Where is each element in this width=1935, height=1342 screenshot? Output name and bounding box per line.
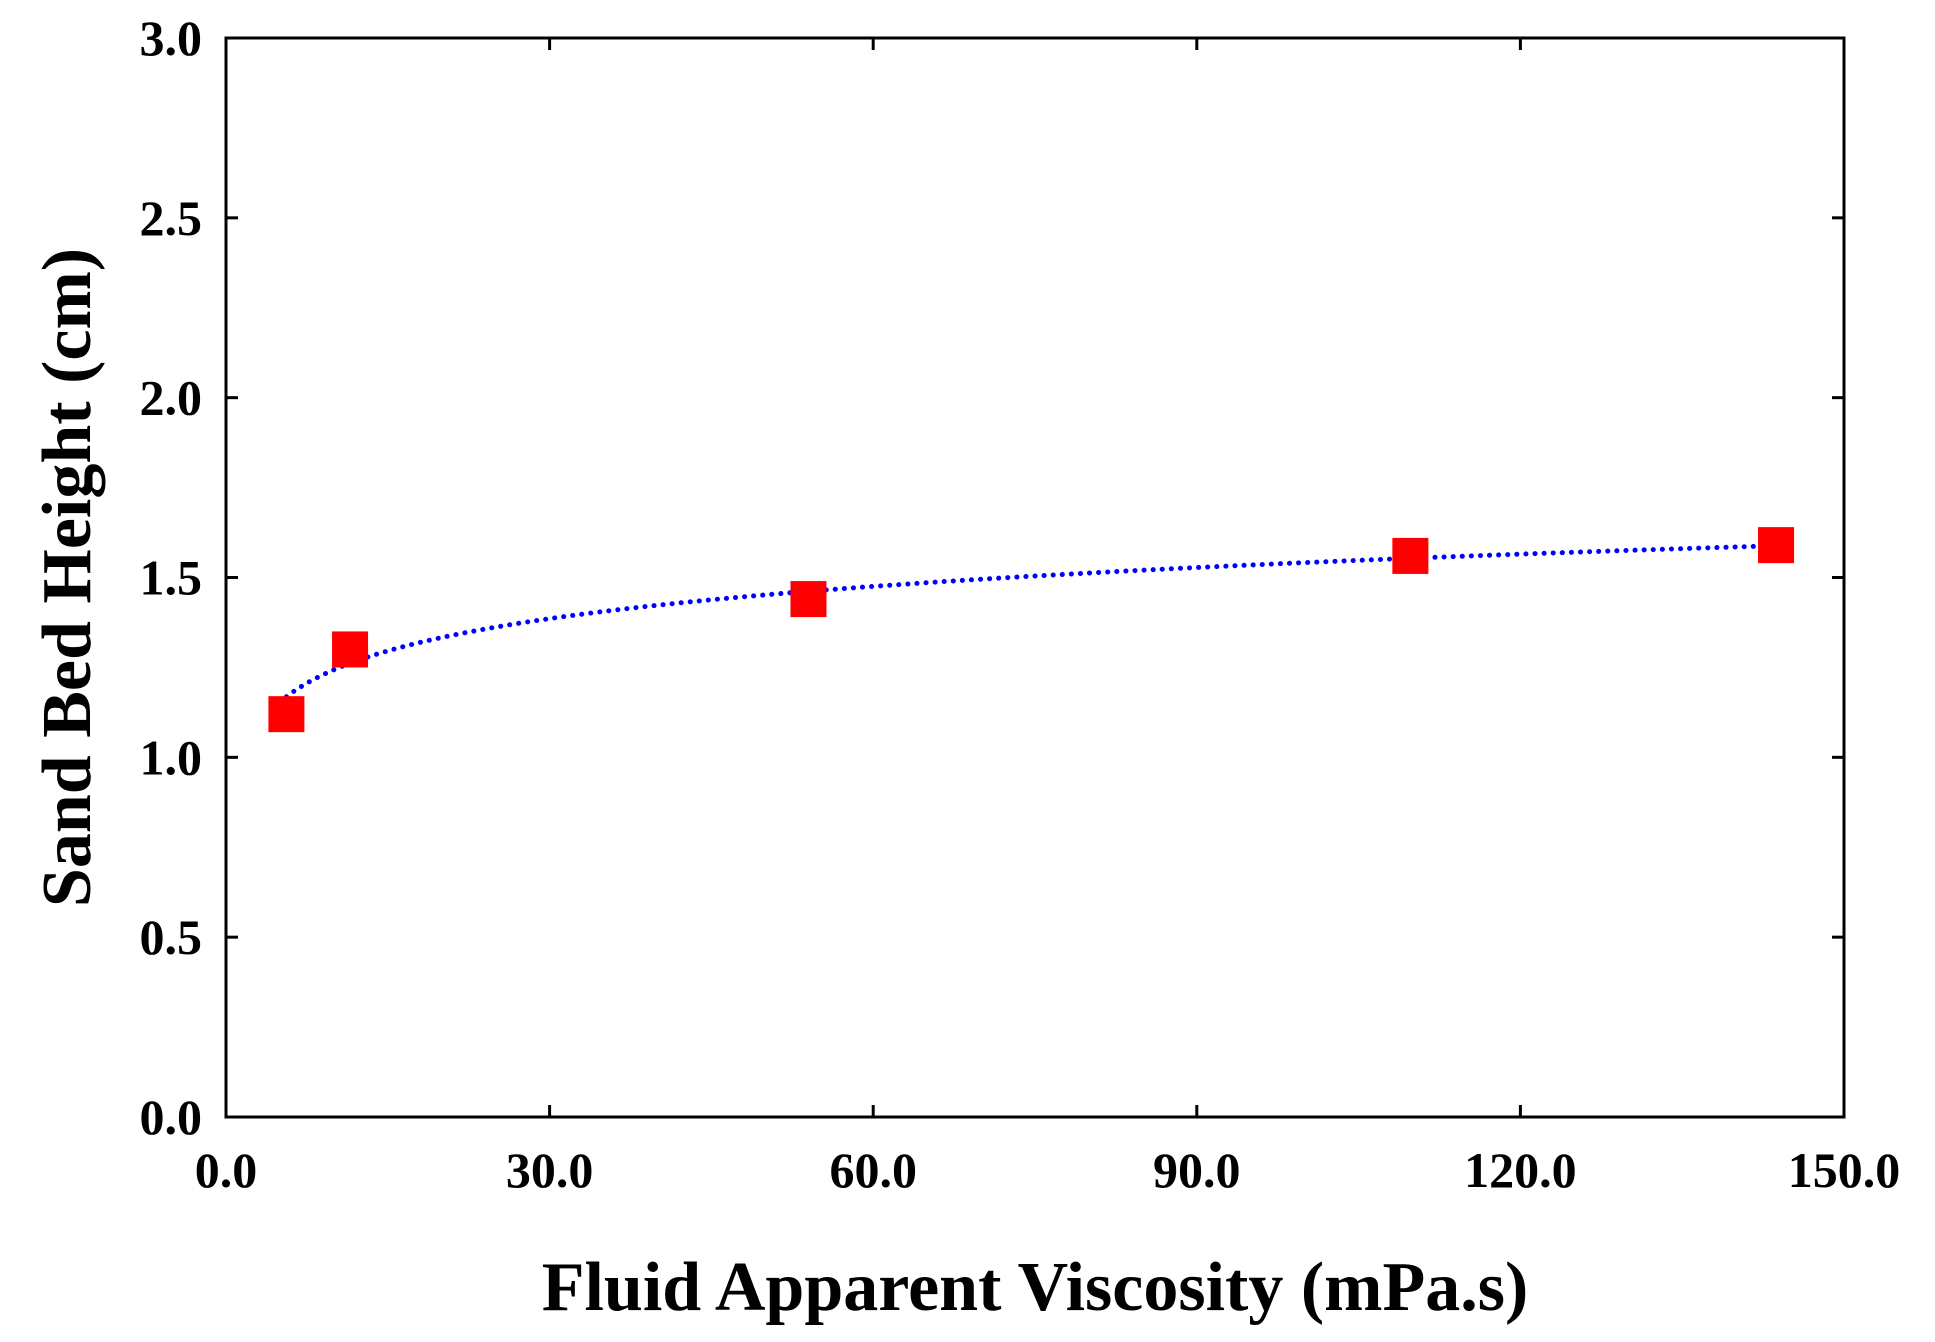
y-axis-title: Sand Bed Height (cm) — [29, 248, 106, 907]
x-tick-label: 30.0 — [506, 1142, 594, 1198]
data-point — [1758, 527, 1795, 564]
data-point — [268, 696, 305, 733]
x-tick-label: 150.0 — [1788, 1142, 1901, 1198]
trendline-layer — [283, 543, 1779, 700]
x-tick-label: 90.0 — [1153, 1142, 1241, 1198]
y-tick-label: 1.5 — [140, 550, 203, 606]
y-tick-label: 1.0 — [140, 729, 203, 785]
y-tick-label: 0.0 — [140, 1089, 203, 1145]
data-point — [1392, 537, 1429, 574]
x-tick-label: 0.0 — [195, 1142, 258, 1198]
y-axis: 0.0 0.5 1.0 1.5 2.0 2.5 3.0 — [140, 10, 1844, 1145]
trendline — [283, 543, 1779, 700]
y-tick-label: 3.0 — [140, 10, 203, 66]
data-point — [790, 581, 827, 618]
x-axis: 0.0 30.0 60.0 90.0 120.0 150.0 — [195, 38, 1901, 1198]
x-tick-label: 120.0 — [1464, 1142, 1577, 1198]
marker-layer — [268, 527, 1795, 733]
y-tick-label: 0.5 — [140, 909, 203, 965]
y-tick-label: 2.0 — [140, 370, 203, 426]
x-axis-title: Fluid Apparent Viscosity (mPa.s) — [542, 1249, 1529, 1326]
data-point — [332, 631, 369, 668]
x-tick-label: 60.0 — [829, 1142, 917, 1198]
y-tick-label: 2.5 — [140, 190, 203, 246]
